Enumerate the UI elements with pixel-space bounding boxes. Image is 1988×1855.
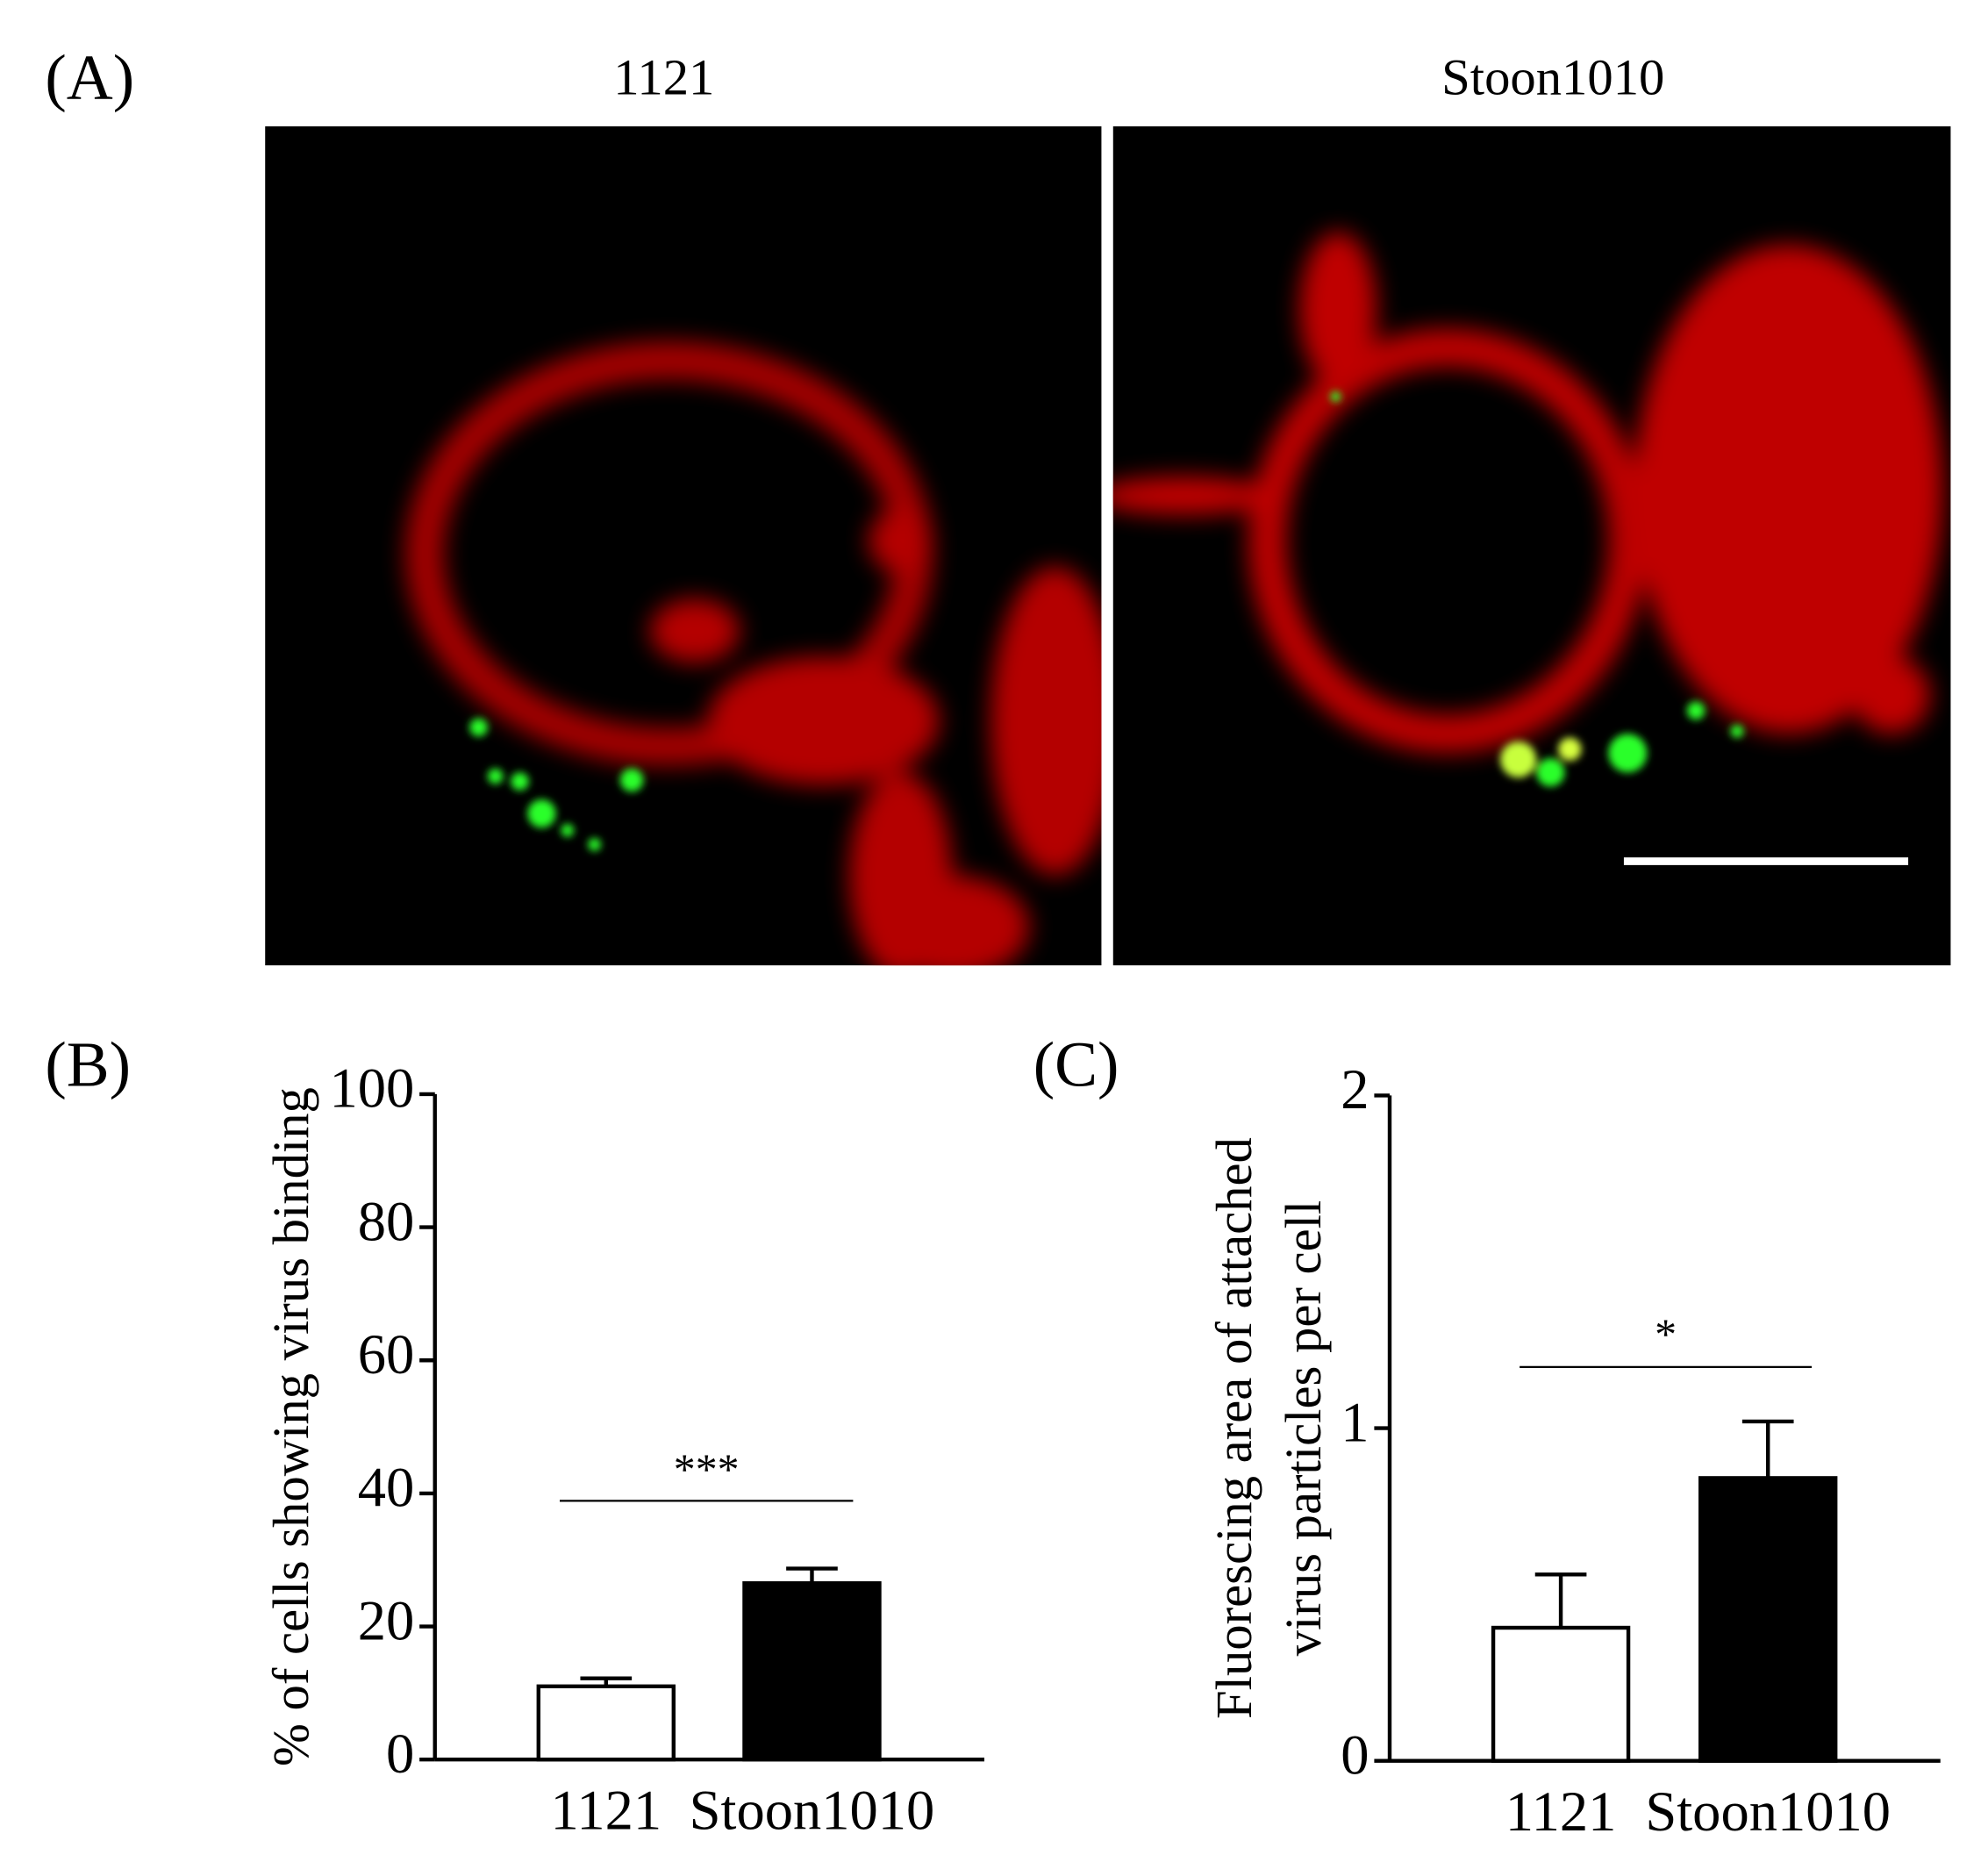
image-title: Stoon1010	[1441, 49, 1664, 106]
y-tick-label: 0	[386, 1722, 414, 1785]
y-axis-label: % of cells showing virus binding	[262, 1087, 319, 1766]
error-bar	[1534, 1572, 1587, 1629]
significance-annotation: *	[1655, 1310, 1677, 1358]
y-tick-label: 40	[358, 1456, 415, 1519]
y-tick-label: 60	[358, 1322, 415, 1386]
y-tick-label: 2	[1341, 1057, 1369, 1121]
significance-annotation: ***	[674, 1445, 740, 1493]
x-tick-label: 1121	[1505, 1780, 1617, 1843]
panel-label: (C)	[1033, 1028, 1119, 1099]
y-tick-label: 1	[1341, 1390, 1369, 1453]
x-tick-label: Stoon1010	[690, 1779, 935, 1842]
x-tick-label: Stoon1010	[1645, 1780, 1891, 1843]
y-tick-label: 80	[358, 1189, 415, 1252]
bar	[742, 1581, 882, 1762]
y-tick-label: 100	[329, 1056, 414, 1120]
panel-label: (A)	[45, 41, 134, 112]
y-tick-label: 0	[1341, 1722, 1369, 1786]
y-axis-label: Fluorescing area of attached	[1205, 1137, 1262, 1719]
y-tick-label: 20	[358, 1588, 415, 1651]
micrograph	[1112, 126, 1951, 966]
panel-label: (B)	[45, 1028, 131, 1099]
bar	[1698, 1476, 1838, 1763]
x-tick-label: 1121	[550, 1779, 661, 1842]
error-bar	[1741, 1419, 1794, 1479]
y-axis-label: virus particles per cell	[1275, 1200, 1332, 1657]
error-bar	[786, 1566, 838, 1584]
micrograph	[265, 126, 1102, 966]
bar	[536, 1684, 676, 1762]
image-title: 1121	[613, 49, 714, 106]
bar	[1491, 1625, 1631, 1763]
